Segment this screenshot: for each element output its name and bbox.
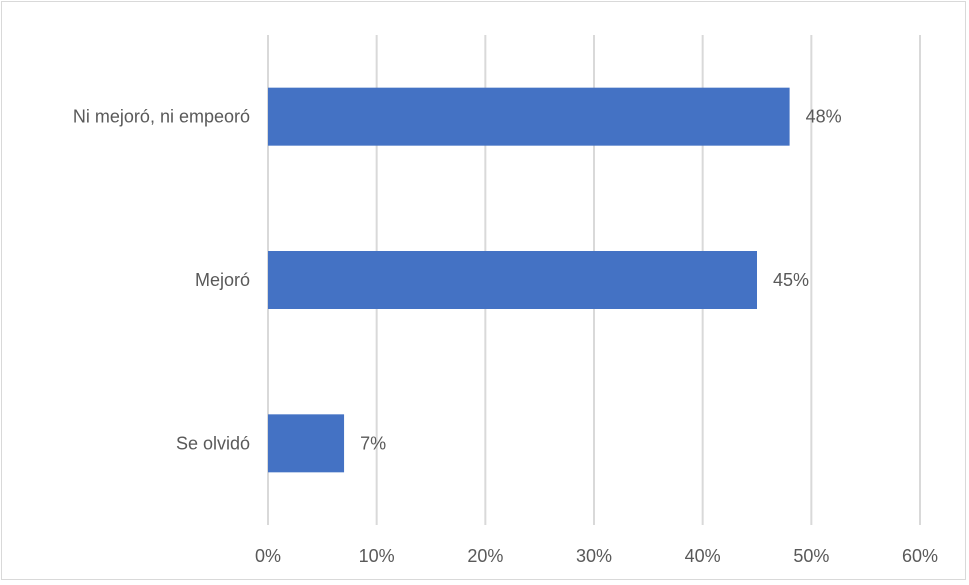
bars (268, 87, 790, 473)
x-tick-label: 40% (685, 546, 721, 566)
x-tick-label: 10% (359, 546, 395, 566)
labels: 0% 10% 20% 30% 40% 50% 60% Ni mejoró, ni empeor… (73, 107, 938, 566)
data-label: 45% (773, 270, 809, 290)
data-label: 48% (806, 107, 842, 127)
x-tick-label: 20% (467, 546, 503, 566)
x-tick-label: 30% (576, 546, 612, 566)
category-label: Mejoró (195, 270, 250, 290)
category-label: Ni mejoró, ni empeoró (73, 107, 250, 127)
category-label: Se olvidó (176, 433, 250, 453)
data-label: 7% (360, 433, 386, 453)
x-tick-label: 50% (793, 546, 829, 566)
bar (268, 414, 345, 473)
x-tick-label: 60% (902, 546, 938, 566)
bar (268, 251, 757, 309)
bar (268, 87, 790, 146)
x-tick-label: 0% (255, 546, 281, 566)
